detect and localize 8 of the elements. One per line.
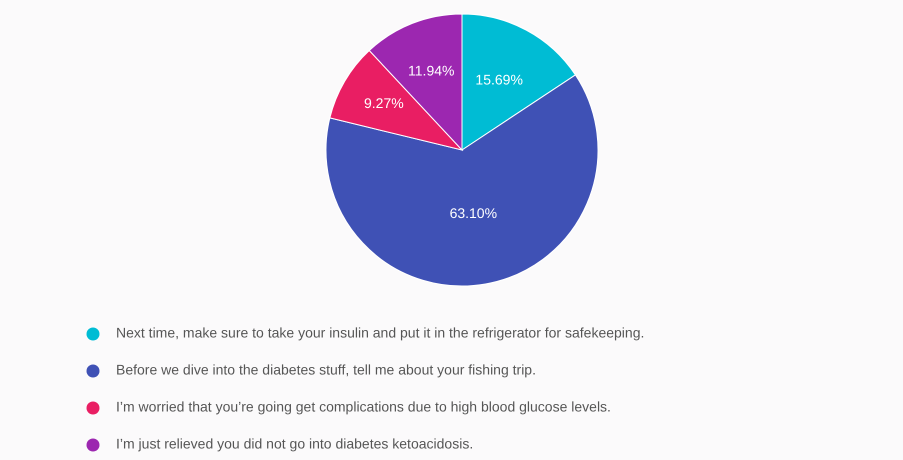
- legend-label: Next time, make sure to take your insulin and put it in the refrigerator for safekeeping.: [116, 324, 644, 341]
- data-label: 63.10%: [450, 205, 498, 222]
- data-label: 15.69%: [475, 72, 523, 88]
- legend-label: I’m worried that you’re going get complications due to high blood glucose levels.: [116, 398, 611, 415]
- data-label: 11.94%: [408, 62, 454, 79]
- data-label: 9.27%: [364, 94, 404, 111]
- legend-label: Before we dive into the diabetes stuff, tell me about your fishing trip.: [116, 362, 536, 378]
- legend-label: I’m just relieved you did not go into diabetes ketoacidosis.: [116, 436, 474, 452]
